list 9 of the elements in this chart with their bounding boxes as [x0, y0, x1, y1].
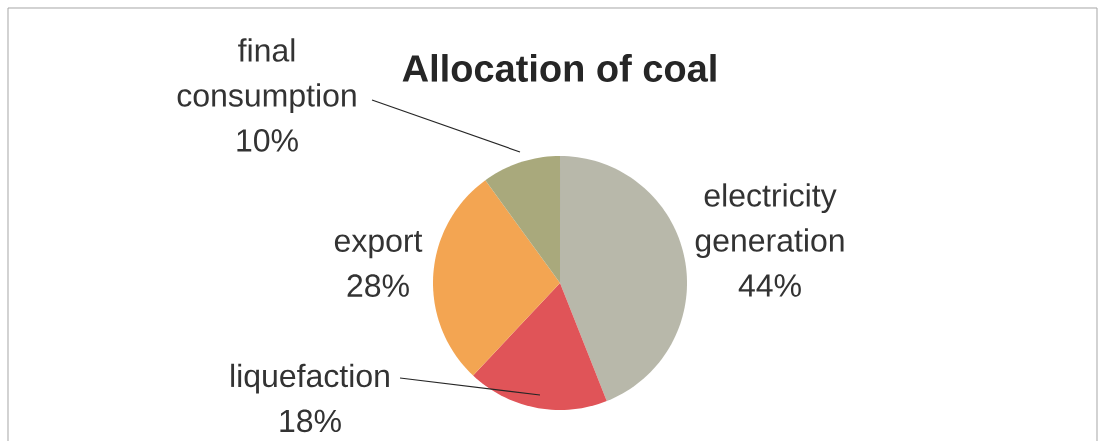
slice-label: liquefaction [231, 363, 389, 394]
slice-label: electricity generation [695, 183, 844, 259]
chart-title: Allocation of coal [402, 54, 716, 82]
data-label: 44% [738, 274, 801, 297]
data-label: 18% [280, 409, 341, 433]
data-label: 28% [347, 274, 409, 297]
slice-label: export [334, 230, 423, 259]
slice-label: final consumption [177, 38, 356, 114]
data-label: 10% [237, 129, 298, 152]
